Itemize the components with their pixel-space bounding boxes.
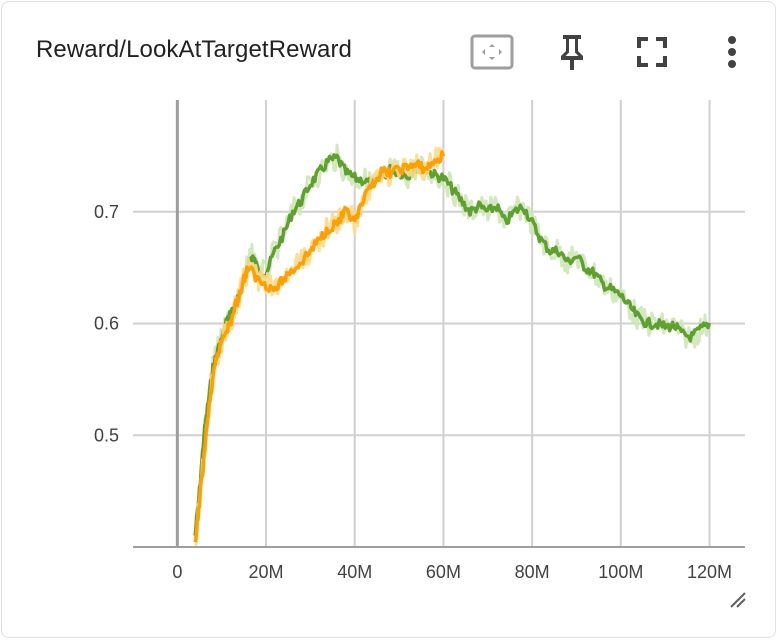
fit-domain-button[interactable]: [470, 30, 514, 74]
x-tick-label: 20M: [249, 562, 284, 582]
x-tick-label: 0: [172, 562, 182, 582]
card-title: Reward/LookAtTargetReward: [36, 36, 352, 63]
x-tick-label: 80M: [515, 562, 550, 582]
fit-to-data-icon: [470, 34, 514, 70]
more-options-button[interactable]: [710, 30, 754, 74]
pin-icon: [561, 35, 583, 70]
series-layer: [193, 143, 712, 547]
resize-handle-icon[interactable]: [728, 590, 748, 615]
more-vert-icon: [728, 36, 736, 68]
series-2-smoothing-band: [194, 146, 445, 547]
x-tick-label: 60M: [426, 562, 461, 582]
x-tick-label: 100M: [598, 562, 643, 582]
y-tick-label: 0.6: [94, 314, 119, 334]
series-2-line: [193, 150, 446, 543]
x-tick-label: 40M: [337, 562, 372, 582]
fullscreen-icon: [637, 37, 667, 67]
axis-layer: 0.5 0.6 0.7 0 20M 40M 60M 80M 100M 120M: [94, 202, 745, 582]
fullscreen-button[interactable]: [630, 30, 674, 74]
series-1-smoothing-band: [193, 143, 710, 541]
y-tick-label: 0.7: [94, 202, 119, 222]
pin-button[interactable]: [550, 30, 594, 74]
y-tick-label: 0.5: [94, 425, 119, 445]
x-tick-label: 120M: [687, 562, 732, 582]
series-1-line: [193, 153, 712, 536]
